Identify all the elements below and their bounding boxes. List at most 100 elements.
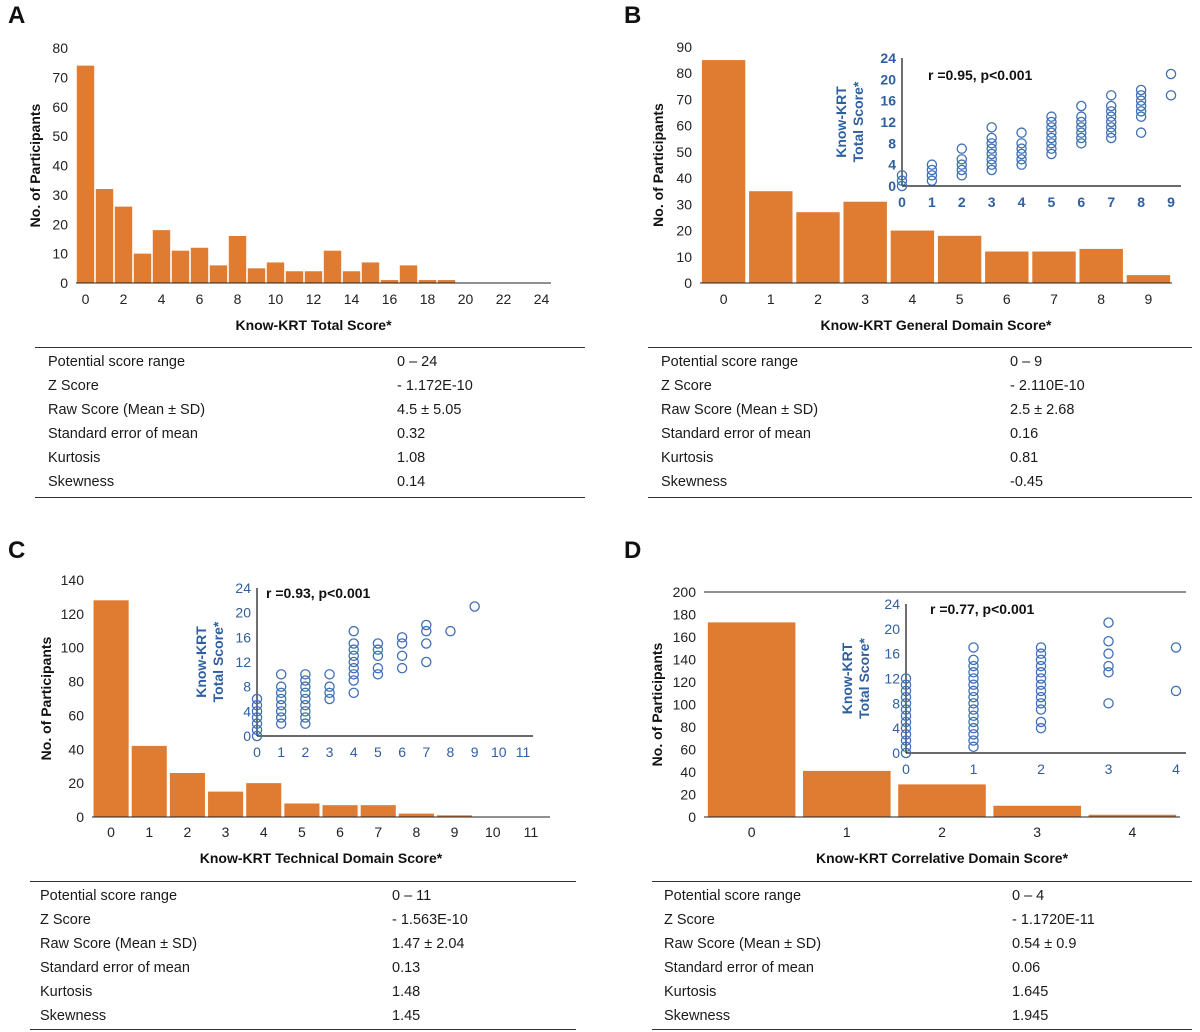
x-tick-label: 1 <box>843 824 851 840</box>
bar-b-0 <box>701 60 746 283</box>
y-tick-label: 200 <box>673 584 697 600</box>
stats-value: - 1.563E-10 <box>392 912 468 928</box>
inset-point <box>1105 132 1117 144</box>
inset-point <box>1046 143 1057 154</box>
x-tick-label: 20 <box>458 291 474 307</box>
stats-row: Skewness 0.14 <box>35 470 585 494</box>
inset-point <box>900 747 912 759</box>
x-axis-title: Know-KRT Correlative Domain Score* <box>816 850 1069 866</box>
bar-c-4 <box>246 783 282 817</box>
x-tick-label: 0 <box>748 824 756 840</box>
inset-x-tick-label: 1 <box>970 761 978 777</box>
inset-point <box>986 159 997 170</box>
stats-label: Skewness <box>661 474 728 490</box>
inset-point <box>1165 90 1177 101</box>
inset-x-tick-label: 3 <box>326 744 334 760</box>
y-axis-title: No. of Participants <box>38 636 54 760</box>
bar-a-9 <box>247 268 266 283</box>
inset-point <box>968 673 979 684</box>
stats-label: Potential score range <box>664 888 802 904</box>
stats-label: Potential score range <box>40 888 178 904</box>
inset-point <box>986 138 997 149</box>
inset-point <box>1035 648 1047 659</box>
inset-point <box>1076 116 1087 128</box>
inset-point <box>421 619 432 631</box>
y-tick-label: 70 <box>52 69 68 85</box>
stats-value: 1.48 <box>392 984 421 1000</box>
inset-y-tick-label: 0 <box>888 178 896 194</box>
x-tick-label: 2 <box>938 824 946 840</box>
bar-a-15 <box>361 262 380 283</box>
inset-point <box>1035 704 1047 715</box>
stats-row: Z Score - 1.172E-10 <box>35 374 585 398</box>
x-tick-label: 16 <box>382 291 398 307</box>
stats-row: Potential score range 0 – 11 <box>30 884 576 908</box>
x-tick-label: 10 <box>485 824 501 840</box>
inset-x-tick-label: 8 <box>1137 194 1145 210</box>
stats-label: Raw Score (Mean ± SD) <box>48 402 206 418</box>
inset-point <box>300 718 311 729</box>
inset-point <box>275 712 287 723</box>
inset-point <box>900 729 912 740</box>
inset-y-tick-label: 4 <box>888 157 896 173</box>
inset-x-tick-label: 9 <box>1167 194 1175 210</box>
bar-d-0 <box>707 622 796 818</box>
x-tick-label: 24 <box>534 291 550 307</box>
inset-point <box>1046 132 1057 144</box>
inset-point <box>1016 127 1027 138</box>
inset-point <box>968 667 979 678</box>
inset-point <box>251 718 263 729</box>
stats-row: Skewness -0.45 <box>648 470 1192 494</box>
x-tick-label: 2 <box>120 291 128 307</box>
y-tick-label: 20 <box>68 775 84 791</box>
bar-b-5 <box>937 235 982 283</box>
x-tick-label: 9 <box>451 824 459 840</box>
inset-point <box>275 718 287 729</box>
inset-point <box>324 687 335 699</box>
stats-label: Skewness <box>664 1008 731 1024</box>
panel-letter-b: B <box>624 2 642 29</box>
stats-label: Standard error of mean <box>48 426 198 442</box>
chart-panel-d: 0 1 2 3 4020406080100120140160180200Know-KRT… <box>649 584 1186 866</box>
x-tick-label: 18 <box>420 291 436 307</box>
inset-point <box>956 143 968 154</box>
inset-point <box>372 662 384 674</box>
chart-panel-a: 0 2 4 6 8 10 12 14 16 18 20 22 2401020304050607080Kn… <box>27 40 551 333</box>
inset-point <box>968 642 979 653</box>
x-tick-label: 2 <box>814 291 822 307</box>
y-tick-label: 80 <box>52 40 68 56</box>
stats-value: 1.945 <box>1012 1008 1049 1024</box>
inset-point <box>900 679 912 690</box>
inset-point <box>1103 660 1114 672</box>
x-tick-label: 9 <box>1145 291 1153 307</box>
inset-point <box>1165 68 1177 80</box>
stats-value: 0 – 24 <box>397 354 438 370</box>
stats-value: 0.81 <box>1010 450 1039 466</box>
stats-value: 1.47 ± 2.04 <box>392 936 465 952</box>
x-tick-label: 10 <box>268 291 284 307</box>
inset-point <box>1170 642 1182 653</box>
inset-y-tick-label: 4 <box>892 720 900 736</box>
stats-value: 1.45 <box>392 1008 421 1024</box>
stats-row: Standard error of mean 0.16 <box>648 422 1192 446</box>
inset-point <box>900 710 912 722</box>
y-tick-label: 30 <box>676 196 692 212</box>
inset-point <box>900 704 912 715</box>
inset-point <box>968 679 979 690</box>
x-tick-label: 5 <box>956 291 964 307</box>
inset-y-axis-title-line1: Know-KRT <box>193 626 209 698</box>
stats-value: - 2.110E-10 <box>1010 378 1085 394</box>
correlation-annotation: r =0.93, p<0.001 <box>266 585 371 601</box>
panel-letter-a: A <box>8 2 26 29</box>
bar-a-4 <box>152 230 171 284</box>
inset-point <box>396 632 408 643</box>
y-tick-label: 180 <box>673 607 697 623</box>
inset-point <box>1035 642 1047 653</box>
panel-letter-c: C <box>8 537 26 564</box>
stats-row: Raw Score (Mean ± SD) 4.5 ± 5.05 <box>35 398 585 422</box>
inset-x-tick-label: 6 <box>398 744 406 760</box>
inset-point <box>1105 100 1117 112</box>
stats-row: Z Score - 1.1720E-11 <box>652 908 1192 932</box>
bar-d-4 <box>1088 814 1177 817</box>
